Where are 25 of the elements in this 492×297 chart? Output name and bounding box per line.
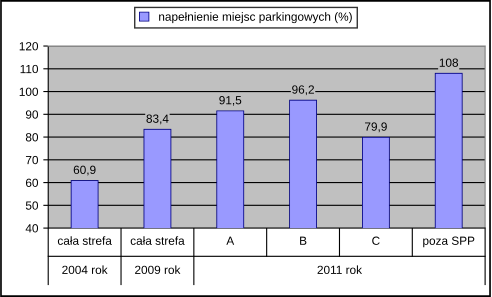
data-label: 108 [440,58,458,67]
y-tick-label: 120 [20,42,38,50]
x-tick-label: cała strefa [130,236,185,245]
x-tick-label: B [300,236,306,245]
data-label: 91,5 [219,96,242,106]
text: 2004 rok [62,265,108,274]
y-tick-label: 100 [20,88,38,96]
y-tick-label: 70 [26,156,38,164]
legend-label: napełnienie miejsc parkingowych (%) [159,12,352,24]
y-tick-label: 40 [26,224,38,232]
y-tick-label: 60 [26,178,38,187]
y-tick-label: 80 [26,133,38,142]
data-label: 60,9 [74,166,96,176]
data-label: 83,4 [146,114,169,124]
y-tick-label: 50 [26,201,38,210]
y-tick-label: 110 [20,64,38,74]
data-label: 79,9 [365,122,387,132]
y-tick-label: 90 [26,110,38,119]
x-tick-label: cała strefa [58,236,112,245]
data-label: 96,2 [292,85,314,96]
x-tick-label: poza SPP [423,236,474,248]
text: 2011 rok [318,265,362,274]
x-tick-label: C [372,236,380,245]
x-tick-label: A [226,236,234,245]
text: 2009 rok [135,265,180,274]
